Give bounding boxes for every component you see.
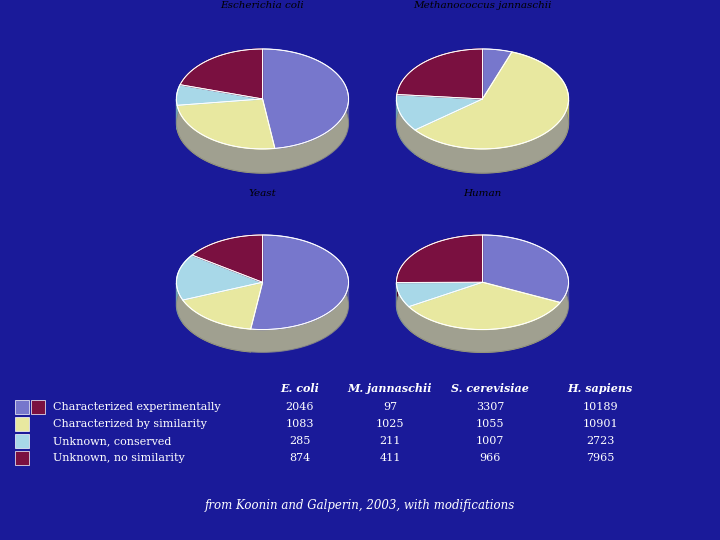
Text: 2046: 2046: [286, 402, 314, 412]
Polygon shape: [560, 283, 569, 325]
Polygon shape: [176, 255, 263, 300]
Ellipse shape: [397, 258, 569, 352]
Text: 7965: 7965: [586, 453, 614, 463]
Polygon shape: [192, 235, 263, 282]
Text: from Koonin and Galperin, 2003, with modifications: from Koonin and Galperin, 2003, with mod…: [205, 498, 515, 511]
Text: 411: 411: [379, 453, 401, 463]
Text: H. sapiens: H. sapiens: [567, 382, 633, 394]
Text: 1083: 1083: [286, 419, 314, 429]
Text: E. coli: E. coli: [281, 382, 320, 394]
Polygon shape: [415, 100, 569, 173]
Text: 10901: 10901: [582, 419, 618, 429]
Polygon shape: [397, 100, 415, 154]
Text: 97: 97: [383, 402, 397, 412]
Polygon shape: [409, 282, 560, 329]
Ellipse shape: [176, 73, 348, 173]
Polygon shape: [183, 282, 263, 329]
Text: 10189: 10189: [582, 402, 618, 412]
Polygon shape: [397, 282, 482, 307]
Text: 2723: 2723: [586, 436, 614, 446]
Text: 1055: 1055: [476, 419, 504, 429]
Text: 211: 211: [379, 436, 401, 446]
Text: Characterized experimentally: Characterized experimentally: [53, 402, 220, 412]
Text: 285: 285: [289, 436, 311, 446]
Text: Unknown, no similarity: Unknown, no similarity: [53, 453, 185, 463]
Polygon shape: [183, 300, 251, 352]
Text: S. cerevisiae: S. cerevisiae: [451, 382, 529, 394]
Polygon shape: [263, 49, 348, 148]
Polygon shape: [176, 283, 183, 323]
Text: Unknown, conserved: Unknown, conserved: [53, 436, 171, 446]
Polygon shape: [177, 105, 275, 173]
Text: 1007: 1007: [476, 436, 504, 446]
Title: Human: Human: [464, 189, 502, 198]
Polygon shape: [397, 49, 482, 99]
Polygon shape: [482, 49, 512, 99]
Ellipse shape: [397, 73, 569, 173]
Polygon shape: [409, 302, 560, 352]
Polygon shape: [397, 235, 482, 282]
Polygon shape: [415, 52, 569, 149]
Text: 3307: 3307: [476, 402, 504, 412]
Polygon shape: [176, 85, 263, 105]
Text: 966: 966: [480, 453, 500, 463]
Title: Escherichia coli: Escherichia coli: [220, 1, 305, 10]
Polygon shape: [177, 99, 275, 149]
Polygon shape: [397, 282, 409, 329]
Text: 874: 874: [289, 453, 310, 463]
Text: 1025: 1025: [376, 419, 404, 429]
Polygon shape: [251, 235, 348, 329]
Polygon shape: [251, 284, 348, 352]
Polygon shape: [275, 101, 348, 172]
Polygon shape: [482, 235, 569, 302]
Title: Methanococcus jannaschii: Methanococcus jannaschii: [413, 1, 552, 10]
Text: M. jannaschii: M. jannaschii: [348, 382, 432, 394]
Ellipse shape: [176, 258, 348, 352]
Polygon shape: [180, 49, 263, 99]
Title: Yeast: Yeast: [248, 189, 276, 198]
Polygon shape: [397, 94, 482, 130]
Text: Characterized by similarity: Characterized by similarity: [53, 419, 207, 429]
